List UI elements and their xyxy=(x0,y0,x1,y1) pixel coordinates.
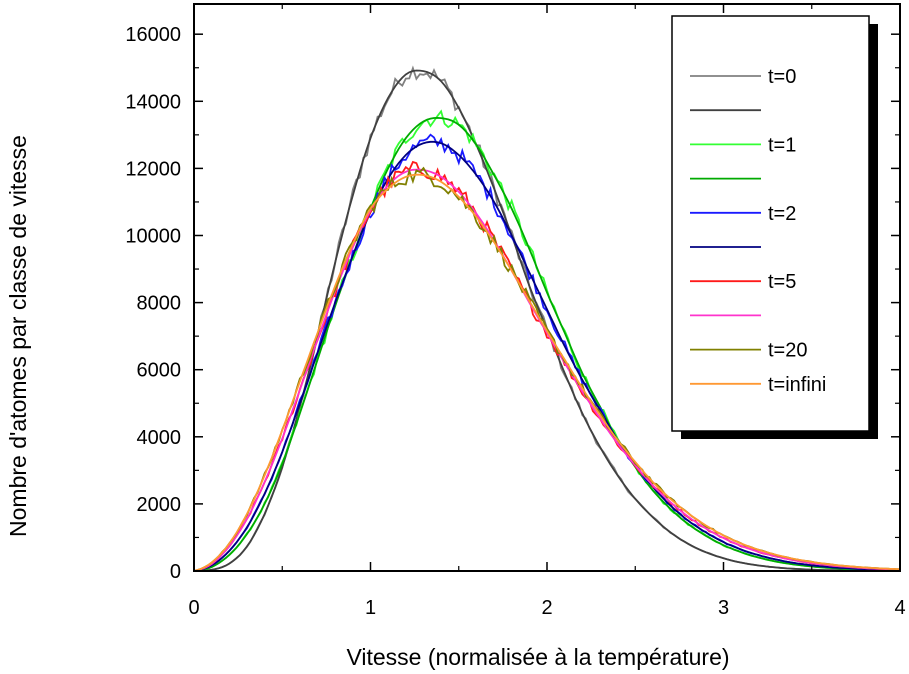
axis-ticks xyxy=(193,4,901,572)
y-tick-label: 0 xyxy=(170,561,181,583)
legend-label: t=2 xyxy=(768,203,796,225)
x-tick-label: 3 xyxy=(718,597,729,619)
x-tick-label: 4 xyxy=(894,597,905,619)
series-line-5 xyxy=(193,140,900,572)
legend-label: t=0 xyxy=(768,66,796,88)
y-axis-label: Nombre d'atomes par classe de vitesse xyxy=(5,135,31,537)
legend-label: t=5 xyxy=(768,271,796,293)
x-tick-label: 0 xyxy=(188,597,199,619)
legend-label: t=1 xyxy=(768,134,796,156)
legend-label: t=20 xyxy=(768,340,807,362)
legend-entries: t=0 t=1 t=2 t=5 t=20 t=infini xyxy=(690,66,826,396)
series-line-9 xyxy=(193,173,901,572)
legend-label: t=infini xyxy=(768,374,826,396)
legend: t=0 t=1 t=2 t=5 t=20 t=infini xyxy=(671,15,878,439)
y-tick-label: 6000 xyxy=(137,360,182,382)
y-tick-label: 12000 xyxy=(125,158,181,180)
y-tick-label: 8000 xyxy=(137,293,182,315)
x-tick-label: 2 xyxy=(541,597,552,619)
tick-labels: 0 1 2 3 4 0 2000 4000 6000 8000 10000 12000 14000 160… xyxy=(125,24,905,619)
x-tick-label: 1 xyxy=(365,597,376,619)
x-axis-label: Vitesse (normalisée à la température) xyxy=(346,644,729,670)
series-curves xyxy=(193,65,901,572)
y-tick-label: 2000 xyxy=(137,494,182,516)
y-tick-label: 16000 xyxy=(125,24,181,46)
series-line-3 xyxy=(193,116,901,572)
y-tick-label: 4000 xyxy=(137,427,182,449)
legend-box xyxy=(671,15,870,432)
y-tick-label: 10000 xyxy=(125,225,181,247)
y-tick-label: 14000 xyxy=(125,91,181,113)
